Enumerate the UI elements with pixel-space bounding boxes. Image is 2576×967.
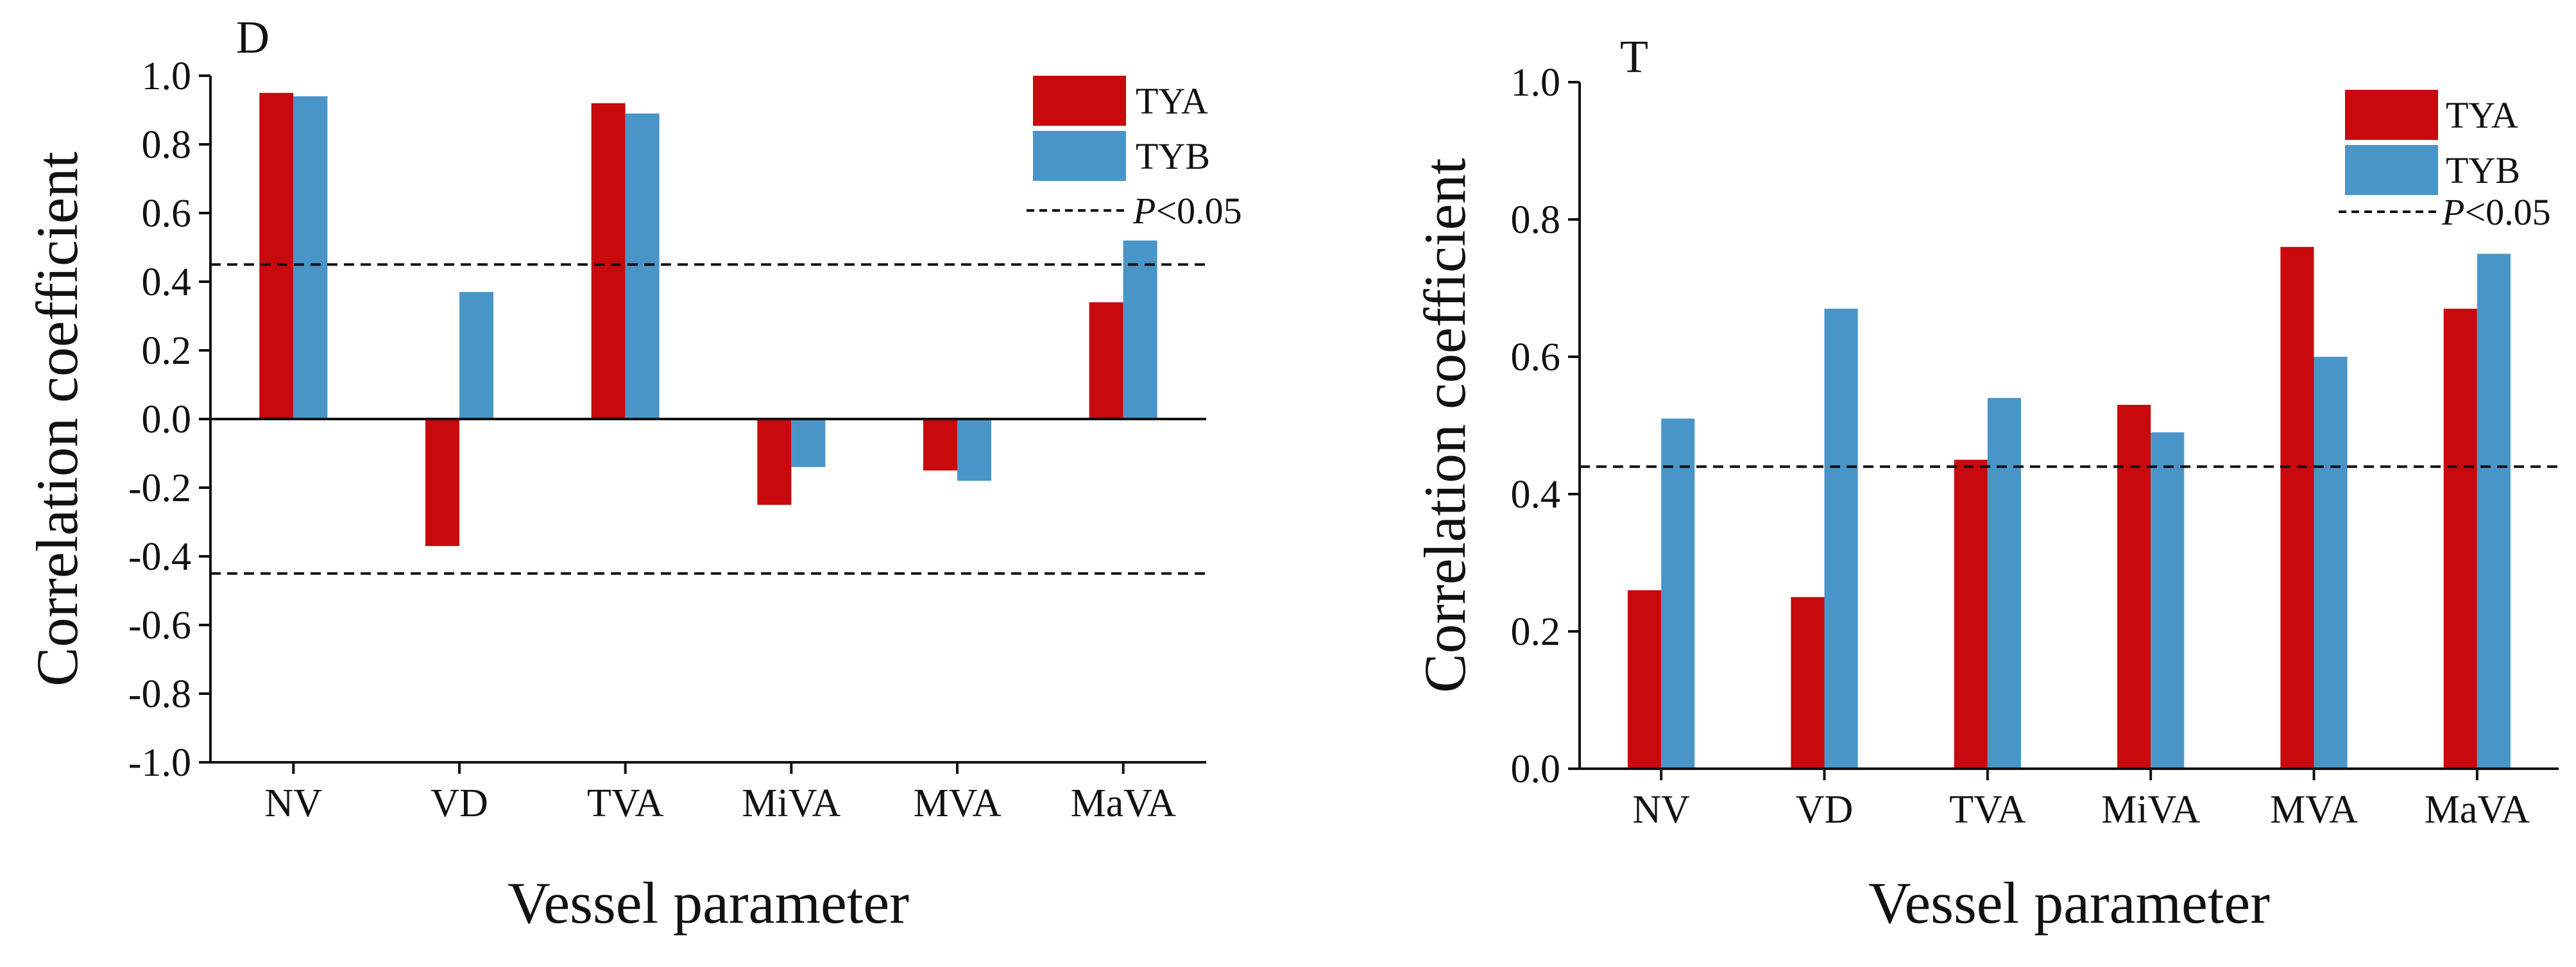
bar-tya-mava <box>2443 309 2477 769</box>
x-tick-label: NV <box>1632 788 1690 832</box>
bar-tya-vd <box>425 419 459 546</box>
y-tick-label: 0.0 <box>142 398 192 441</box>
bar-tyb-nv <box>293 96 328 419</box>
x-tick-label: MiVA <box>742 782 840 825</box>
y-tick-label: 1.0 <box>1511 61 1561 105</box>
bar-tyb-mava <box>1123 240 1157 419</box>
panel-label: T <box>1620 31 1648 82</box>
bar-tya-tva <box>1954 459 1988 769</box>
y-axis-title: Correlation coefficient <box>24 151 90 687</box>
y-tick-label: -0.8 <box>128 672 191 716</box>
bar-tya-nv <box>1628 590 1662 769</box>
legend-swatch-tya <box>2345 90 2438 140</box>
bar-tya-nv <box>259 92 294 419</box>
x-tick-label: MaVA <box>1071 782 1176 825</box>
y-tick-label: -0.4 <box>128 535 191 579</box>
x-axis-title: Vessel parameter <box>508 870 909 936</box>
x-axis-title: Vessel parameter <box>1868 870 2270 936</box>
bar-tyb-miva <box>791 419 826 467</box>
x-tick-label: MaVA <box>2425 788 2530 832</box>
bar-tyb-mva <box>957 419 992 481</box>
bar-tya-mva <box>2280 246 2314 769</box>
legend-label-tyb: TYB <box>1136 135 1210 177</box>
bar-tyb-mava <box>2477 253 2511 769</box>
bar-tya-mava <box>1089 302 1123 419</box>
legend-swatch-tyb <box>1033 131 1126 181</box>
y-tick-label: 0.0 <box>1511 748 1561 791</box>
y-tick-label: 0.4 <box>142 261 192 304</box>
y-axis-title: Correlation coefficient <box>1412 158 1478 693</box>
bar-tya-miva <box>757 419 792 505</box>
y-tick-label: 0.2 <box>1511 610 1561 654</box>
legend-label-tyb: TYB <box>2446 150 2520 191</box>
bar-tya-vd <box>1791 597 1825 769</box>
panel-label: D <box>236 12 269 63</box>
y-tick-label: 0.4 <box>1511 473 1561 517</box>
x-tick-label: TVA <box>587 782 664 825</box>
legend-swatch-tyb <box>2345 145 2438 195</box>
legend: TYA TYB P<0.05 <box>1027 76 1242 232</box>
y-tick-label: 0.8 <box>142 123 192 167</box>
chart-panel-d: 1.0 0.8 0.6 0.4 0.2 0.0 -0.2 -0.4 -0.6 -0.8 -1.0 NV… <box>24 12 1242 936</box>
bar-tya-mva <box>923 419 957 471</box>
bar-tyb-miva <box>2151 432 2185 769</box>
x-tick-label: MVA <box>914 782 1002 825</box>
y-tick-label: 0.6 <box>142 192 192 235</box>
legend-label-significance: P<0.05 <box>2441 191 2551 233</box>
y-tick-label: -0.6 <box>128 604 191 647</box>
x-tick-label: NV <box>265 782 323 825</box>
bar-tyb-vd <box>459 292 494 419</box>
y-tick-label: -0.2 <box>128 466 191 510</box>
x-tick-label: MiVA <box>2101 788 2200 832</box>
bar-tyb-mva <box>2314 357 2348 769</box>
legend-label-tya: TYA <box>1136 80 1208 122</box>
y-tick-label: 0.2 <box>142 329 192 373</box>
bar-tyb-nv <box>1661 418 1695 769</box>
bar-tyb-vd <box>1824 309 1858 769</box>
legend-swatch-tya <box>1033 76 1126 126</box>
bar-tya-tva <box>591 103 626 420</box>
y-tick-label: 0.8 <box>1511 198 1561 242</box>
chart-panel-t: 1.0 0.8 0.6 0.4 0.2 0.0 NV VD TVA MiVA MVA MaVA T Ves… <box>1412 31 2559 936</box>
x-tick-label: TVA <box>1949 788 2026 832</box>
bar-tyb-tva <box>625 113 660 419</box>
y-tick-label: 0.6 <box>1511 336 1561 379</box>
y-tick-label: 1.0 <box>142 55 192 98</box>
bar-tya-miva <box>2117 404 2151 769</box>
x-tick-label: VD <box>431 782 488 825</box>
legend-label-tya: TYA <box>2446 94 2518 136</box>
legend-label-significance: P<0.05 <box>1132 190 1242 232</box>
y-tick-label: -1.0 <box>128 741 191 785</box>
x-tick-label: VD <box>1796 788 1854 832</box>
x-tick-label: MVA <box>2270 788 2358 832</box>
bar-tyb-tva <box>1987 398 2021 769</box>
